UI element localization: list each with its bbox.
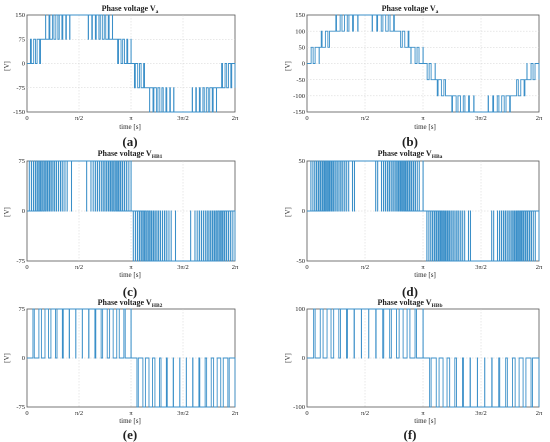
- y-tick-label: -50: [296, 258, 305, 265]
- voltage-waveform: [307, 308, 540, 408]
- y-tick-label: -150: [293, 109, 305, 116]
- y-tick-label: 75: [19, 306, 26, 313]
- y-tick-label: -100: [293, 93, 305, 100]
- x-tick-label: 2π: [536, 410, 543, 417]
- x-axis-label: time [s]: [119, 417, 141, 425]
- y-tick-label: 0: [22, 208, 25, 215]
- voltage-waveform: [307, 160, 540, 262]
- x-tick-label: 0: [305, 115, 308, 122]
- x-tick-label: π: [421, 264, 425, 271]
- y-tick-label: 50: [299, 158, 306, 165]
- y-tick-label: -75: [16, 258, 25, 265]
- panel-label: (c): [123, 284, 137, 299]
- y-tick-label: 150: [15, 12, 25, 19]
- x-tick-label: 3π/2: [177, 410, 189, 417]
- y-tick-label: 75: [19, 158, 26, 165]
- x-axis-label: time [s]: [414, 123, 436, 131]
- x-tick-label: 2π: [232, 115, 239, 122]
- y-tick-label: -75: [16, 404, 25, 411]
- x-tick-label: π/2: [75, 115, 83, 122]
- x-axis-label: time [s]: [119, 123, 141, 131]
- x-tick-label: 0: [25, 264, 28, 271]
- x-axis-label: time [s]: [119, 271, 141, 279]
- panel-a: Phase voltage Va [V] -150 -75 0 75 150 0 π/2 π…: [3, 4, 239, 149]
- x-tick-label: 0: [305, 410, 308, 417]
- x-tick-label: 3π/2: [475, 410, 487, 417]
- y-tick-label: 100: [295, 306, 305, 313]
- x-tick-label: π/2: [361, 115, 369, 122]
- chart-title: Phase voltage VHBa: [378, 149, 443, 160]
- chart-title: Phase voltage VHB1: [98, 149, 163, 160]
- x-tick-label: 3π/2: [177, 115, 189, 122]
- panel-label: (d): [402, 284, 418, 299]
- x-tick-label: π/2: [75, 410, 83, 417]
- y-tick-label: 150: [295, 12, 305, 19]
- panel-label: (e): [123, 427, 137, 442]
- voltage-waveform: [27, 14, 236, 113]
- x-tick-label: π: [421, 115, 425, 122]
- x-tick-label: 2π: [536, 264, 543, 271]
- x-tick-label: 0: [25, 410, 28, 417]
- x-tick-label: π: [129, 115, 133, 122]
- y-axis-label: [V]: [284, 61, 292, 71]
- y-axis-label: [V]: [284, 207, 292, 217]
- y-axis-label: [V]: [3, 207, 11, 217]
- panel-b: Phase voltage Va [V] -150 -100 -50 0 50 100 15…: [284, 4, 543, 149]
- voltage-waveform: [27, 160, 236, 262]
- y-tick-label: 0: [302, 61, 305, 68]
- y-tick-label: 75: [19, 36, 26, 43]
- y-tick-label: 100: [295, 28, 305, 35]
- y-axis-label: [V]: [3, 61, 11, 71]
- chart-title: Phase voltage VHB2: [98, 298, 163, 309]
- x-tick-label: 0: [305, 264, 308, 271]
- y-tick-label: -50: [296, 77, 305, 84]
- x-tick-label: π: [129, 410, 133, 417]
- x-tick-label: 0: [25, 115, 28, 122]
- y-tick-label: 50: [299, 45, 306, 52]
- x-axis-label: time [s]: [414, 271, 436, 279]
- y-axis-label: [V]: [3, 353, 11, 363]
- x-tick-label: 3π/2: [475, 115, 487, 122]
- chart-title: Phase voltage Va: [102, 4, 159, 15]
- y-tick-label: 0: [22, 61, 25, 68]
- voltage-waveform: [27, 308, 236, 408]
- y-tick-label: -100: [293, 404, 305, 411]
- x-tick-label: 2π: [536, 115, 543, 122]
- x-tick-label: 2π: [232, 264, 239, 271]
- x-tick-label: 3π/2: [177, 264, 189, 271]
- x-axis-label: time [s]: [414, 417, 436, 425]
- x-tick-label: π: [129, 264, 133, 271]
- panel-label: (a): [122, 134, 137, 149]
- x-tick-label: π: [421, 410, 425, 417]
- panel-label: (b): [402, 134, 418, 149]
- panel-label: (f): [404, 427, 417, 442]
- y-tick-label: 0: [302, 208, 305, 215]
- chart-title: Phase voltage Va: [382, 4, 439, 15]
- x-tick-label: π/2: [361, 410, 369, 417]
- x-tick-label: π/2: [75, 264, 83, 271]
- voltage-waveform: [307, 14, 540, 113]
- chart-title: Phase voltage VHBb: [377, 298, 442, 309]
- x-tick-label: 3π/2: [475, 264, 487, 271]
- x-tick-label: π/2: [361, 264, 369, 271]
- y-tick-label: -75: [16, 85, 25, 92]
- y-axis-label: [V]: [284, 353, 292, 363]
- y-tick-label: 0: [22, 355, 25, 362]
- x-tick-label: 2π: [232, 410, 239, 417]
- y-tick-label: -150: [13, 109, 25, 116]
- y-tick-label: 0: [302, 355, 305, 362]
